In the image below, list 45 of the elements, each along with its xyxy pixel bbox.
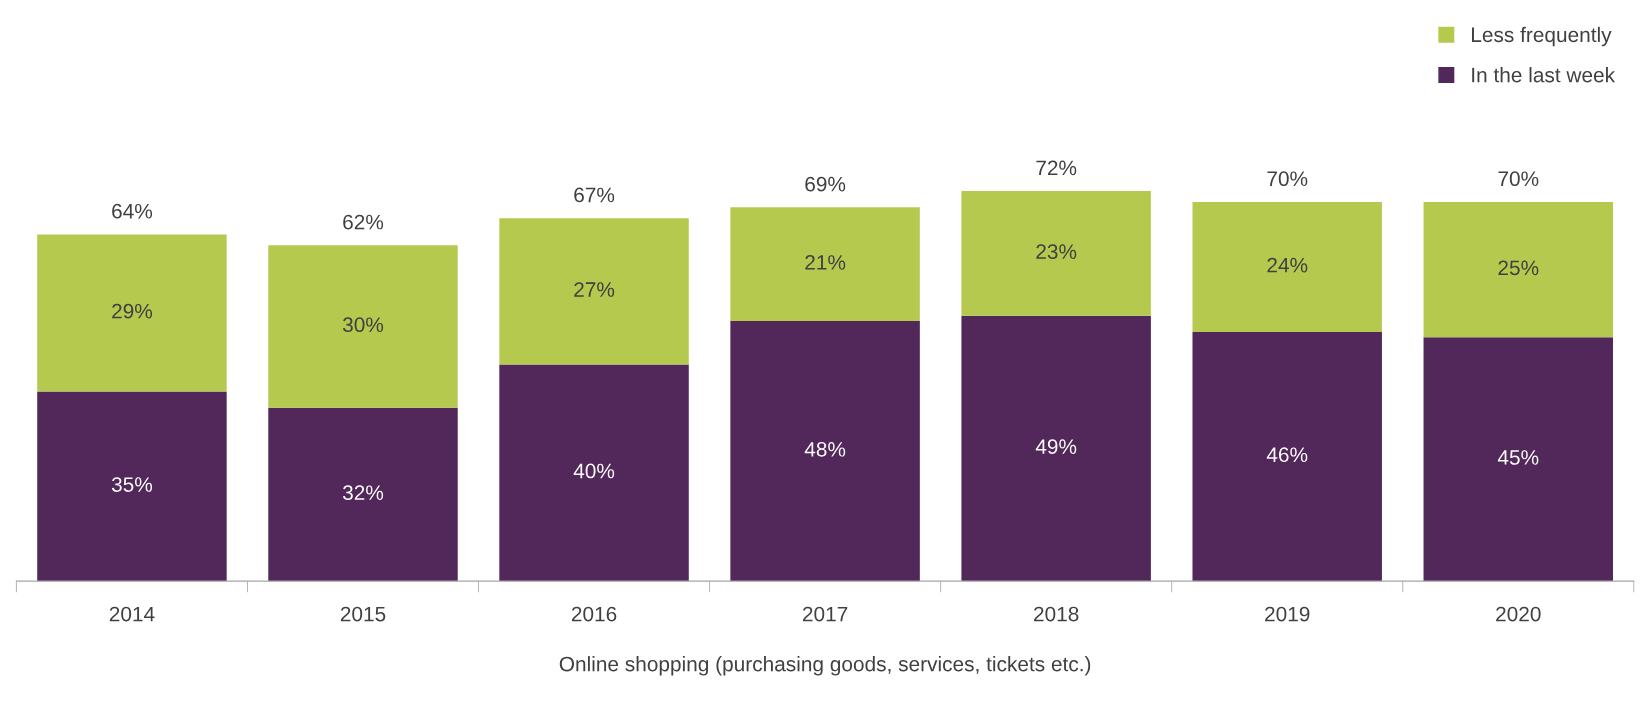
data-label: 21% xyxy=(805,255,846,270)
x-axis-title: Online shopping (purchasing goods, services, tickets etc.) xyxy=(559,656,1091,676)
x-tick-label: 2017 xyxy=(802,606,848,622)
data-label: 32% xyxy=(342,485,384,501)
bar xyxy=(1423,201,1613,338)
x-tick-label: 2018 xyxy=(1034,606,1079,622)
data-label: 30% xyxy=(342,317,384,333)
data-label: 23% xyxy=(1036,244,1077,259)
total-label: 67% xyxy=(574,187,615,203)
data-label: 29% xyxy=(112,303,153,319)
bar xyxy=(499,218,689,365)
data-label: 25% xyxy=(1498,260,1539,276)
data-label: 49% xyxy=(1035,439,1077,454)
data-label: 40% xyxy=(573,463,615,479)
x-tick-label: 2020 xyxy=(1496,606,1541,622)
bar xyxy=(1192,331,1382,582)
bar xyxy=(37,234,227,392)
legend-label: In the last week xyxy=(1472,67,1616,83)
bar xyxy=(1192,201,1382,332)
data-label: 48% xyxy=(804,441,846,457)
data-label: 35% xyxy=(111,477,153,492)
total-label: 64% xyxy=(112,203,153,219)
bar xyxy=(961,315,1151,582)
legend-label: Less frequently xyxy=(1472,26,1612,47)
bar xyxy=(730,207,920,322)
bar xyxy=(268,245,458,408)
data-label: 24% xyxy=(1267,257,1308,273)
x-tick-label: 2015 xyxy=(340,606,386,622)
total-label: 72% xyxy=(1036,160,1077,176)
bar xyxy=(961,191,1151,316)
bar xyxy=(499,364,689,582)
data-label: 45% xyxy=(1497,450,1539,465)
x-tick-label: 2016 xyxy=(571,606,617,622)
x-tick-label: 2019 xyxy=(1265,606,1310,622)
total-label: 70% xyxy=(1498,171,1539,187)
x-tick-label: 2014 xyxy=(109,606,155,622)
bar xyxy=(730,321,920,582)
bar xyxy=(37,391,227,582)
total-label: 69% xyxy=(805,176,846,192)
total-label: 62% xyxy=(343,214,384,230)
bar xyxy=(268,407,458,582)
data-label: 27% xyxy=(574,282,615,297)
data-label: 46% xyxy=(1266,447,1308,463)
total-label: 70% xyxy=(1267,171,1308,187)
bar xyxy=(1423,337,1613,582)
